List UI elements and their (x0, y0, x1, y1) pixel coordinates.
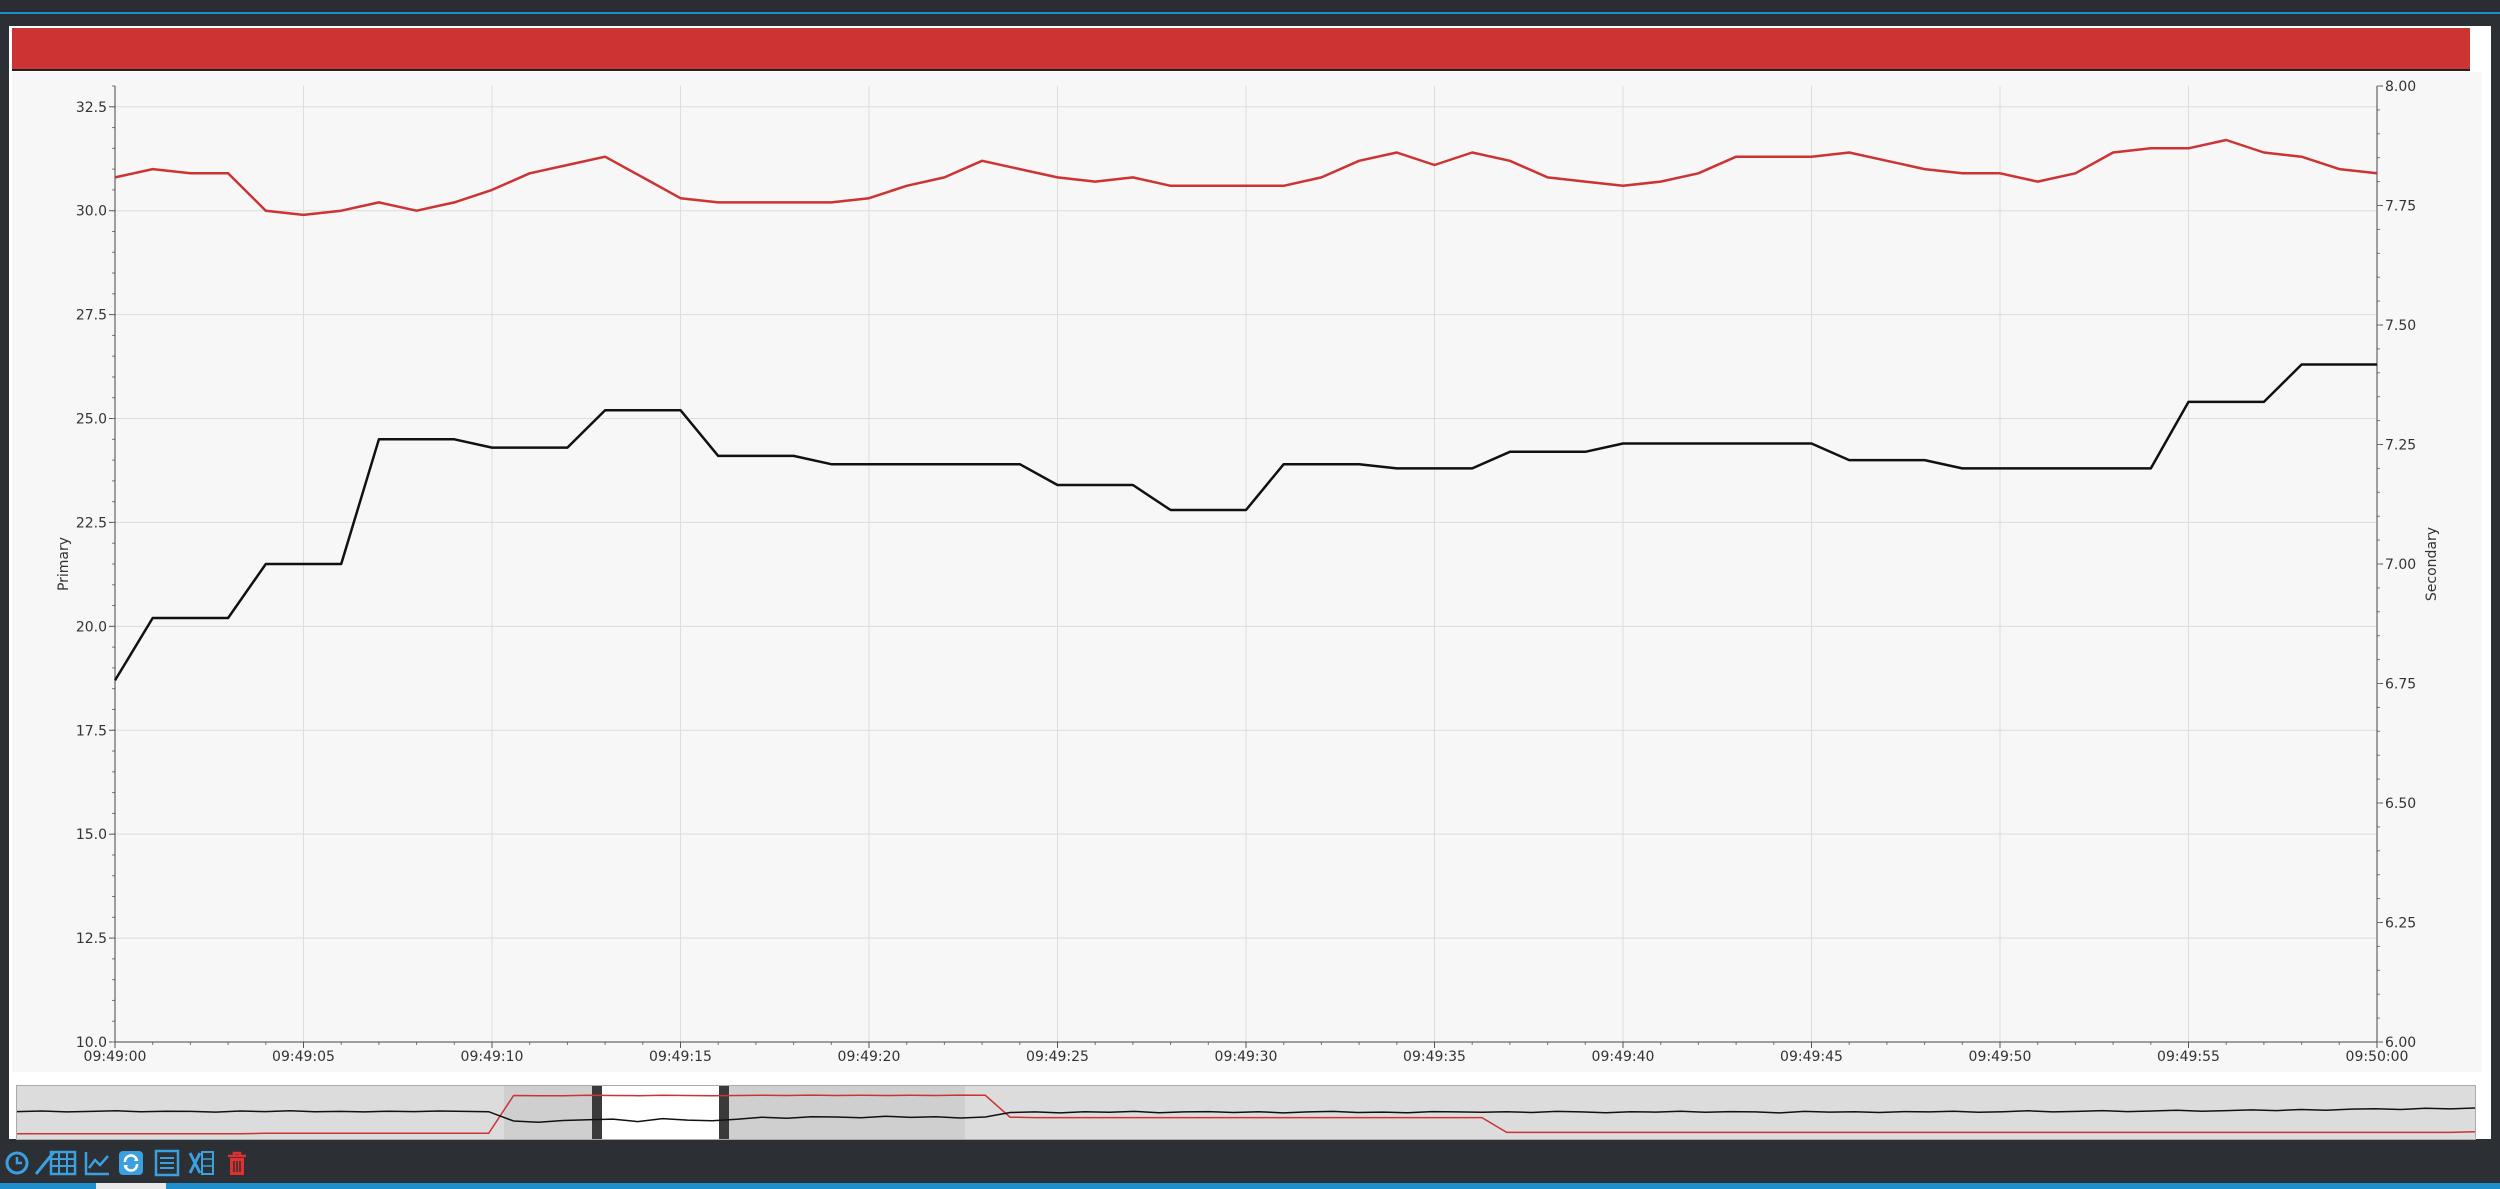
grid-icon (49, 1150, 77, 1176)
refresh-icon (119, 1151, 143, 1175)
series-lines (113, 138, 2378, 682)
overview-selection-window[interactable] (597, 1086, 725, 1139)
y-tick-label: 15.0 (76, 827, 107, 843)
overview-chart[interactable] (16, 1086, 2476, 1139)
y2-tick-label: 6.75 (2385, 677, 2416, 693)
overview-right-handle[interactable] (719, 1086, 729, 1139)
y-tick-label: 25.0 (76, 412, 107, 428)
list-button[interactable] (152, 1148, 182, 1178)
chart-icon (84, 1152, 109, 1176)
x-tick-label: 09:49:05 (272, 1049, 335, 1065)
x-tick-label: 09:49:15 (649, 1049, 712, 1065)
y-tick-label: 22.5 (76, 515, 107, 531)
bottom-tab[interactable] (96, 1183, 166, 1189)
y2-tick-label: 7.25 (2385, 438, 2416, 454)
clock-button[interactable] (2, 1148, 32, 1178)
excel-icon (188, 1151, 214, 1175)
y-tick-label: 30.0 (76, 204, 107, 220)
x-tick-label: 09:49:20 (838, 1049, 901, 1065)
clock-icon (5, 1151, 29, 1175)
y-tick-label: 10.0 (76, 1035, 107, 1051)
x-tick-label: 09:49:45 (1780, 1049, 1843, 1065)
x-tick-label: 09:49:00 (84, 1049, 147, 1065)
y2-tick-label: 7.50 (2385, 318, 2416, 334)
overview-series-red (17, 1094, 2476, 1135)
x-tick-label: 09:49:50 (1969, 1049, 2032, 1065)
bottom-border (0, 1183, 2500, 1189)
y-tick-label: 20.0 (76, 619, 107, 635)
y2-tick-label: 6.25 (2385, 916, 2416, 932)
window-top-strip (0, 0, 2500, 14)
grid-lines (114, 86, 2378, 1043)
chart-title-bar (12, 28, 2470, 71)
overview-navigator[interactable] (16, 1085, 2476, 1140)
y2-tick-label: 7.00 (2385, 557, 2416, 573)
y-tick-label: 17.5 (76, 723, 107, 739)
y-tick-label: 32.5 (76, 100, 107, 116)
y2-tick-label: 6.50 (2385, 796, 2416, 812)
y2-tick-label: 8.00 (2385, 79, 2416, 95)
trash-button[interactable] (222, 1148, 252, 1178)
x-tick-label: 09:49:10 (461, 1049, 524, 1065)
x-tick-label: 09:49:30 (1215, 1049, 1278, 1065)
axes: 09:49:00 09:49:05 09:49:10 09:49:15 09:49:20… (76, 79, 2416, 1065)
chart-button[interactable] (82, 1148, 112, 1178)
plot-area[interactable] (12, 72, 2482, 1072)
bottom-toolbar (0, 1144, 2500, 1182)
x-tick-label: 09:49:25 (1026, 1049, 1089, 1065)
series-line-1 (114, 138, 2378, 217)
overview-series-black (16, 1107, 2476, 1124)
y2-tick-label: 6.00 (2385, 1035, 2416, 1051)
excel-button[interactable] (186, 1148, 216, 1178)
x-tick-label: 09:49:40 (1592, 1049, 1655, 1065)
overview-highlight (504, 1086, 965, 1139)
x-tick-label: 09:49:55 (2157, 1049, 2220, 1065)
refresh-button[interactable] (116, 1148, 146, 1178)
y-axis-title-primary: Primary (56, 537, 72, 591)
y-axis-title-secondary: Secondary (2424, 527, 2440, 601)
list-icon (154, 1149, 180, 1177)
x-tick-label: 09:50:00 (2346, 1049, 2409, 1065)
series-line-2 (113, 363, 2377, 682)
y-tick-label: 12.5 (76, 931, 107, 947)
y-tick-label: 27.5 (76, 308, 107, 324)
trash-icon (228, 1151, 246, 1175)
y2-tick-label: 7.75 (2385, 199, 2416, 215)
x-tick-label: 09:49:35 (1403, 1049, 1466, 1065)
grid-button[interactable] (48, 1148, 78, 1178)
overview-left-handle[interactable] (592, 1086, 602, 1139)
